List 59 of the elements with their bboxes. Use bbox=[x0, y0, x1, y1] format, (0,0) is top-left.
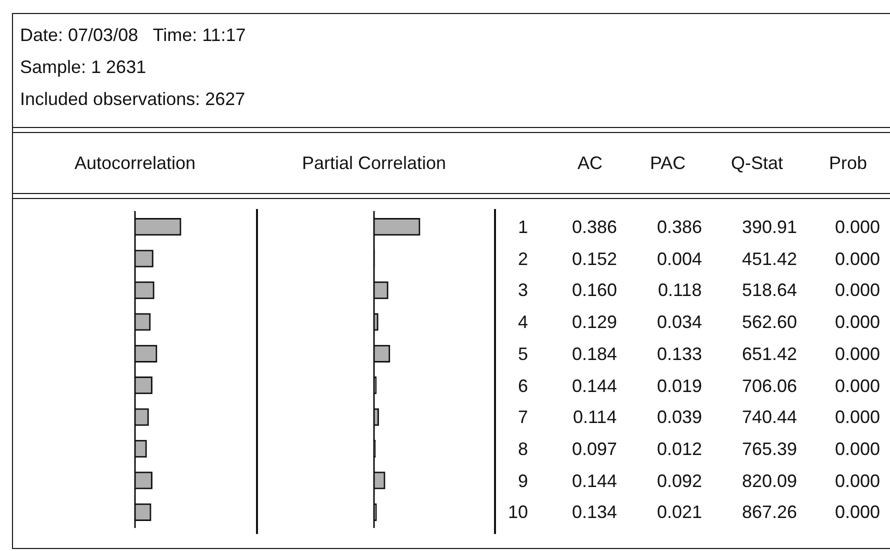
data-label: 0.034 bbox=[657, 312, 702, 332]
text: Prob bbox=[829, 153, 868, 173]
text: 0.000 bbox=[835, 248, 880, 269]
chart-title: Partial Correlation bbox=[302, 153, 446, 173]
data-label: 0.019 bbox=[657, 376, 702, 396]
text: PAC bbox=[650, 153, 686, 173]
y-tick-label: 8 bbox=[518, 438, 528, 459]
text: 0.000 bbox=[835, 344, 880, 364]
text: 765.39 bbox=[742, 438, 798, 459]
text: 0.000 bbox=[835, 376, 880, 396]
text: 0.000 bbox=[835, 502, 880, 522]
text: 0.000 bbox=[835, 470, 880, 491]
data-label: 0.114 bbox=[573, 407, 617, 428]
data-label: 0.118 bbox=[658, 280, 702, 300]
data-label: 0.021 bbox=[657, 502, 702, 522]
text: 0.000 bbox=[835, 438, 880, 459]
text: 651.42 bbox=[742, 344, 798, 364]
text: 740.44 bbox=[742, 407, 798, 428]
text: 0.000 bbox=[835, 280, 880, 300]
data-label: 0.129 bbox=[572, 312, 618, 332]
data-label: 0.386 bbox=[657, 217, 702, 237]
data-label: 0.144 bbox=[572, 470, 618, 491]
text: AC bbox=[578, 153, 603, 173]
data-label: 0.097 bbox=[572, 438, 618, 459]
y-tick-label: 4 bbox=[518, 312, 528, 332]
text: Included observations: 2627 bbox=[20, 89, 246, 109]
data-label: 0.133 bbox=[657, 344, 702, 364]
text: 451.42 bbox=[742, 248, 798, 269]
data-label: 0.144 bbox=[572, 376, 618, 396]
data-label: 0.039 bbox=[657, 407, 702, 428]
text: 518.64 bbox=[742, 280, 798, 300]
text: 867.26 bbox=[742, 502, 798, 522]
text: Q-Stat bbox=[731, 153, 784, 173]
data-label: 0.004 bbox=[657, 248, 702, 269]
chart-title: Autocorrelation bbox=[74, 153, 196, 173]
y-tick-label: 7 bbox=[518, 407, 528, 428]
data-label: 0.386 bbox=[572, 217, 618, 237]
text: 562.60 bbox=[742, 312, 798, 332]
y-tick-label: 5 bbox=[518, 344, 528, 364]
y-tick-label: 2 bbox=[518, 248, 528, 269]
text: 390.91 bbox=[742, 217, 798, 237]
text: 0.000 bbox=[835, 217, 880, 237]
y-tick-label: 10 bbox=[508, 502, 528, 522]
data-label: 0.152 bbox=[572, 248, 618, 269]
text: Sample: 1 2631 bbox=[20, 57, 146, 77]
y-tick-label: 6 bbox=[518, 376, 528, 396]
data-label: 0.012 bbox=[657, 438, 702, 459]
text: 820.09 bbox=[742, 470, 798, 491]
text: Date: 07/03/08 Time: 11:17 bbox=[20, 25, 246, 45]
data-label: 0.134 bbox=[572, 502, 618, 522]
y-tick-label: 9 bbox=[518, 470, 528, 491]
data-label: 0.092 bbox=[657, 470, 702, 491]
y-tick-label: 3 bbox=[518, 280, 528, 300]
text: 0.000 bbox=[835, 312, 880, 332]
data-label: 0.184 bbox=[572, 344, 618, 364]
data-label: 0.160 bbox=[572, 280, 618, 300]
text: 0.000 bbox=[835, 407, 880, 428]
text: 706.06 bbox=[742, 376, 798, 396]
y-tick-label: 1 bbox=[518, 217, 528, 237]
